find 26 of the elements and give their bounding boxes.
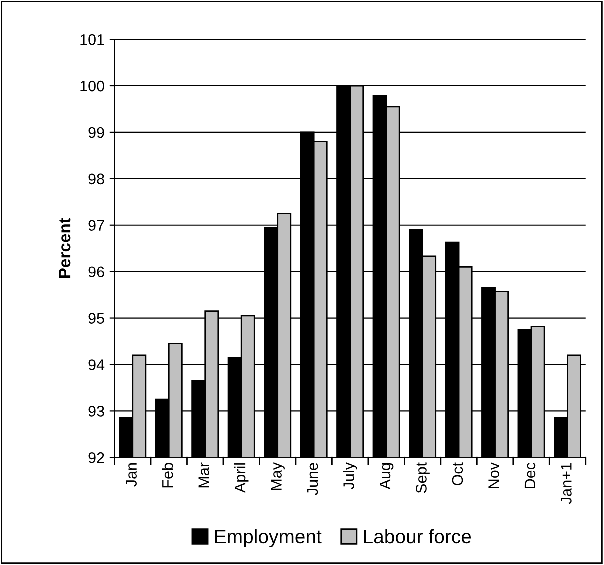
y-tick-label: 94 <box>88 360 105 370</box>
y-tick-label: 92 <box>88 452 104 464</box>
x-tick-label: Jan+1 <box>561 463 572 504</box>
x-tick-label: Nov <box>488 462 500 488</box>
x-tick-label: June <box>308 463 318 496</box>
x-tick-label: Aug <box>380 463 394 490</box>
legend-label: Labour force <box>364 529 472 544</box>
x-tick-label: May <box>271 462 285 490</box>
x-tick-label: Sept <box>416 462 430 494</box>
x-tick-label: Mar <box>198 462 210 488</box>
y-tick-label: 93 <box>88 406 104 417</box>
legend-label: Employment <box>215 529 322 548</box>
y-tick-label: 97 <box>88 220 104 232</box>
x-tick-label: July <box>343 462 358 490</box>
y-tick-label: 98 <box>88 174 104 185</box>
x-tick-label: Oct <box>452 462 464 486</box>
x-tick-label: Feb <box>162 463 174 488</box>
y-tick-label: 101 <box>80 34 104 46</box>
y-tick-label: 99 <box>88 127 104 138</box>
x-tick-label: April <box>234 464 249 494</box>
y-tick-label: 95 <box>88 313 104 324</box>
x-tick-label: Jan <box>126 464 137 487</box>
x-tick-label: Dec <box>524 462 536 488</box>
y-tick-label: 100 <box>80 80 104 92</box>
y-tick-label: 96 <box>88 266 104 278</box>
y-axis-title: Percent <box>59 218 71 278</box>
